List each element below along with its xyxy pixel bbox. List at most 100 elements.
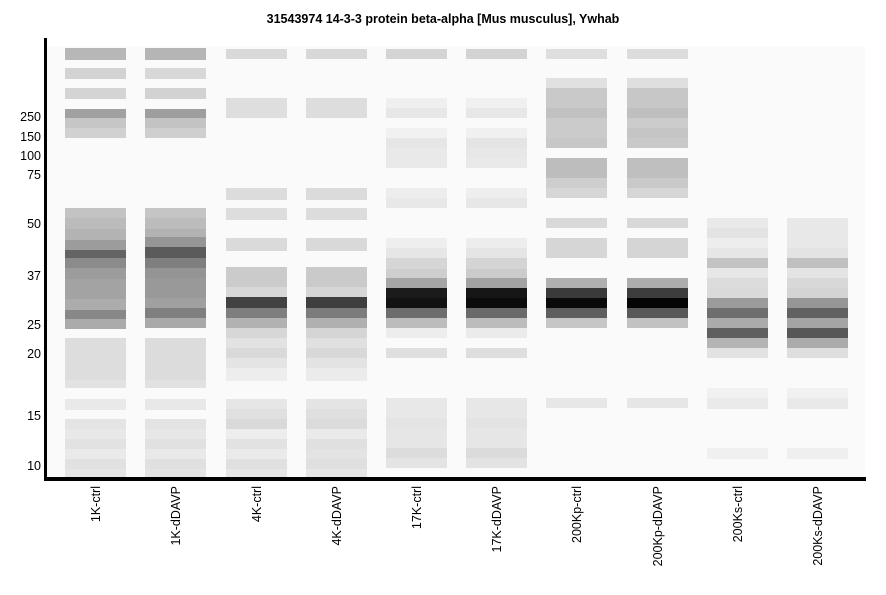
gel-band (306, 459, 367, 469)
gel-band (65, 429, 126, 439)
gel-band (546, 108, 607, 118)
gel-band (627, 158, 688, 178)
gel-band (306, 338, 367, 348)
gel-band (787, 248, 848, 258)
gel-band (65, 109, 126, 118)
gel-band (386, 328, 447, 338)
gel-band (787, 328, 848, 338)
gel-band (707, 238, 768, 248)
gel-band (226, 328, 287, 338)
gel-band (546, 278, 607, 288)
gel-band (627, 118, 688, 128)
gel-band (386, 398, 447, 418)
gel-band (145, 318, 206, 328)
gel-band (65, 88, 126, 99)
gel-band (65, 459, 126, 469)
gel-band (466, 418, 527, 428)
gel-band (145, 237, 206, 247)
gel-band (466, 308, 527, 318)
gel-band (386, 128, 447, 138)
mw-tick-label: 75 (27, 168, 41, 182)
gel-band (65, 208, 126, 218)
gel-band (466, 258, 527, 269)
gel-band (546, 398, 607, 408)
gel-band (466, 108, 527, 118)
gel-band (145, 208, 206, 218)
mw-tick-label: 100 (20, 149, 41, 163)
lane-label: 17K-dDAVP (489, 486, 504, 553)
gel-band (65, 469, 126, 477)
gel-band (65, 128, 126, 138)
gel-band (707, 388, 768, 398)
gel-band (306, 328, 367, 338)
gel-band (226, 297, 287, 308)
gel-band (787, 278, 848, 288)
gel-band (65, 240, 126, 250)
gel-band (466, 348, 527, 358)
gel-band (627, 238, 688, 258)
gel-band (707, 278, 768, 288)
gel-band (627, 78, 688, 88)
gel-band (65, 439, 126, 449)
gel-band (707, 328, 768, 338)
gel-band (65, 218, 126, 229)
gel-band (386, 318, 447, 328)
lane-label: 1K-dDAVP (168, 486, 183, 546)
gel-band (226, 459, 287, 469)
gel-band (386, 108, 447, 118)
lane-label: 200Ks-ctrl (730, 486, 745, 543)
gel-band (466, 318, 527, 328)
gel-band (707, 218, 768, 228)
lane-label: 17K-ctrl (409, 486, 424, 530)
gel-band (546, 178, 607, 188)
y-axis-line (44, 38, 47, 481)
gel-band (707, 398, 768, 409)
gel-band (226, 399, 287, 409)
gel-band (145, 229, 206, 237)
gel-band (466, 198, 527, 208)
gel-band (546, 188, 607, 198)
gel-band (226, 208, 287, 220)
gel-lane-1K-ctrl (65, 46, 126, 477)
gel-band (707, 268, 768, 278)
gel-band (386, 448, 447, 458)
gel-band (145, 247, 206, 258)
gel-band (306, 238, 367, 251)
gel-band (787, 318, 848, 328)
gel-band (226, 419, 287, 429)
gel-band (386, 298, 447, 308)
gel-band (627, 318, 688, 328)
gel-band (466, 238, 527, 248)
gel-band (65, 319, 126, 329)
gel-band (306, 318, 367, 328)
gel-band (627, 218, 688, 228)
gel-band (787, 398, 848, 409)
gel-band (627, 138, 688, 148)
gel-band (386, 148, 447, 168)
gel-band (226, 348, 287, 358)
gel-band (707, 258, 768, 268)
mw-tick-label: 20 (27, 347, 41, 361)
gel-band (707, 338, 768, 348)
gel-band (627, 288, 688, 298)
mw-tick-label: 250 (20, 110, 41, 124)
gel-band (787, 218, 848, 248)
gel-band (226, 469, 287, 477)
gel-band (386, 269, 447, 278)
gel-band (386, 198, 447, 208)
gel-band (226, 308, 287, 318)
gel-band (546, 318, 607, 328)
gel-band (145, 298, 206, 308)
gel-band (627, 298, 688, 308)
gel-band (466, 278, 527, 288)
gel-band (65, 268, 126, 279)
mw-tick-label: 10 (27, 459, 41, 473)
gel-band (707, 288, 768, 298)
gel-band (707, 248, 768, 258)
gel-band (65, 399, 126, 410)
gel-band (466, 328, 527, 338)
gel-band (226, 188, 287, 200)
gel-band (466, 448, 527, 458)
gel-band (65, 449, 126, 459)
gel-band (707, 348, 768, 358)
